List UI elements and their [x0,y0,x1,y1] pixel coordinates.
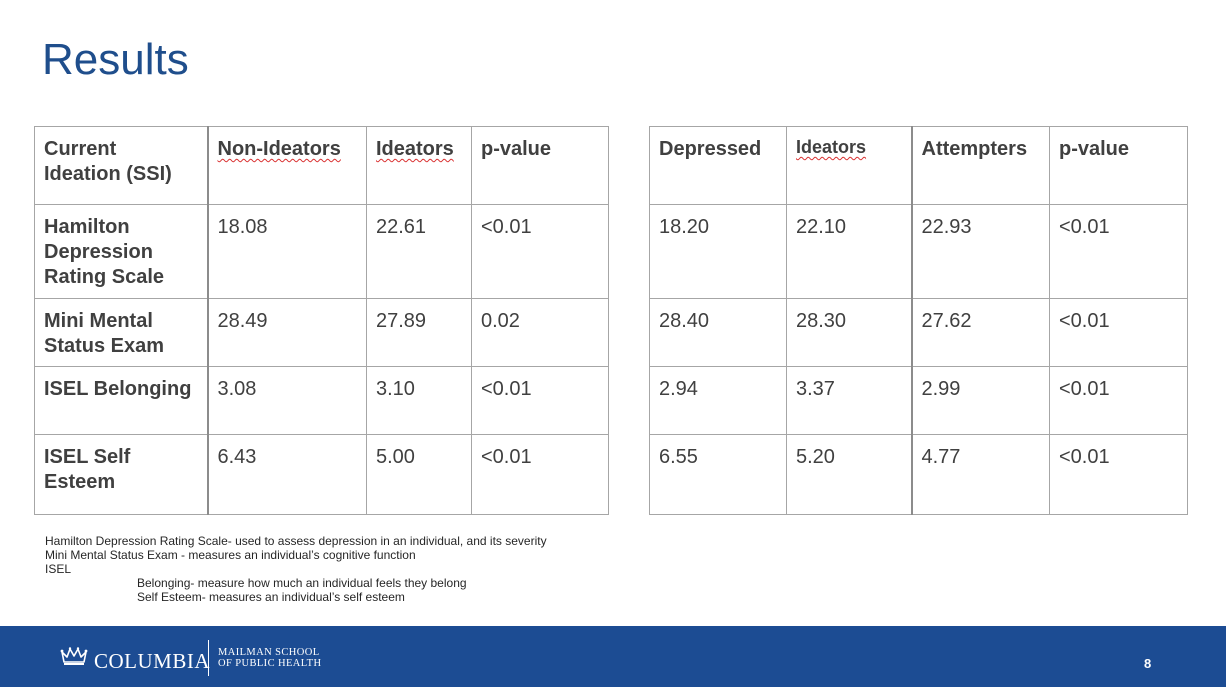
p-value-cell: <0.01 [1049,298,1188,367]
table-row: Mini Mental Status Exam 28.49 27.89 0.02 [34,298,609,367]
table-cell: 28.49 [206,298,367,367]
p-value-cell: <0.01 [471,204,609,299]
footnote-isel: ISEL [45,562,72,576]
table-cell: 4.77 [910,434,1050,515]
table-cell: 6.55 [649,434,787,515]
table-row: 2.94 3.37 2.99 <0.01 [649,366,1188,435]
header-non-ideators-text: Non-Ideators [217,138,341,160]
table-row: ISEL Belonging 3.08 3.10 <0.01 [34,366,609,435]
columbia-wordmark: COLUMBIA [94,649,211,673]
table-row: ISEL Self Esteem 6.43 5.00 <0.01 [34,434,609,515]
footer-bar: COLUMBIA MAILMAN SCHOOL OF PUBLIC HEALTH… [0,626,1226,687]
mailman-school-wordmark: MAILMAN SCHOOL OF PUBLIC HEALTH [218,647,321,669]
row-label: Hamilton Depression Rating Scale [34,204,208,299]
table-cell: 27.89 [366,298,472,367]
row-label: ISEL Belonging [34,366,208,435]
table-header-row: Depressed Ideators Attempters p-value [649,126,1188,205]
school-line-1: MAILMAN SCHOOL [218,647,320,658]
table-cell: 22.93 [910,204,1050,299]
table-header-row: Current Ideation (SSI) Non-Ideators Idea… [34,126,609,205]
table-cell: 27.62 [910,298,1050,367]
p-value-cell: <0.01 [1049,204,1188,299]
table-row: 18.20 22.10 22.93 <0.01 [649,204,1188,299]
footnote-belonging: Belonging- measure how much an individua… [137,576,467,590]
page-number: 8 [1144,656,1152,671]
table-cell: 18.20 [649,204,787,299]
table-cell: 2.94 [649,366,787,435]
table-cell: 6.43 [206,434,367,515]
table-cell: 22.61 [366,204,472,299]
p-value-cell: <0.01 [1049,366,1188,435]
table-row: Hamilton Depression Rating Scale 18.08 2… [34,204,609,299]
header-p-value: p-value [1049,126,1188,205]
crown-icon [60,647,88,665]
header-ideators: Ideators [786,126,912,205]
table-cell: 3.10 [366,366,472,435]
school-line-2: OF PUBLIC HEALTH [218,658,322,669]
p-value-cell: <0.01 [1049,434,1188,515]
footnote-hamilton: Hamilton Depression Rating Scale- used t… [45,534,547,548]
footnotes: Hamilton Depression Rating Scale- used t… [45,534,547,604]
header-ideators: Ideators [366,126,472,205]
table-cell: 3.37 [786,366,912,435]
table-cell: 28.30 [786,298,912,367]
table-row: 28.40 28.30 27.62 <0.01 [649,298,1188,367]
header-non-ideators: Non-Ideators [206,126,367,205]
table-cell: 5.20 [786,434,912,515]
table-cell: 28.40 [649,298,787,367]
header-current-ideation: Current Ideation (SSI) [34,126,208,205]
table-cell: 3.08 [206,366,367,435]
table-row: 6.55 5.20 4.77 <0.01 [649,434,1188,515]
results-table-current-ideation: Current Ideation (SSI) Non-Ideators Idea… [34,126,609,515]
p-value-cell: <0.01 [471,434,609,515]
p-value-cell: 0.02 [471,298,609,367]
table-cell: 2.99 [910,366,1050,435]
results-table-attempters: Depressed Ideators Attempters p-value 18… [649,126,1188,515]
row-label: Mini Mental Status Exam [34,298,208,367]
p-value-cell: <0.01 [471,366,609,435]
table-cell: 18.08 [206,204,367,299]
slide-title: Results [42,35,189,84]
row-label: ISEL Self Esteem [34,434,208,515]
footnote-mmse: Mini Mental Status Exam - measures an in… [45,548,416,562]
table-cell: 22.10 [786,204,912,299]
header-ideators-text: Ideators [796,137,867,157]
logo-divider [208,640,209,676]
header-ideators-text: Ideators [376,138,454,160]
table-cell: 5.00 [366,434,472,515]
header-attempters: Attempters [910,126,1050,205]
header-depressed: Depressed [649,126,787,205]
header-p-value: p-value [471,126,609,205]
footnote-self-esteem: Self Esteem- measures an individual’s se… [137,590,405,604]
